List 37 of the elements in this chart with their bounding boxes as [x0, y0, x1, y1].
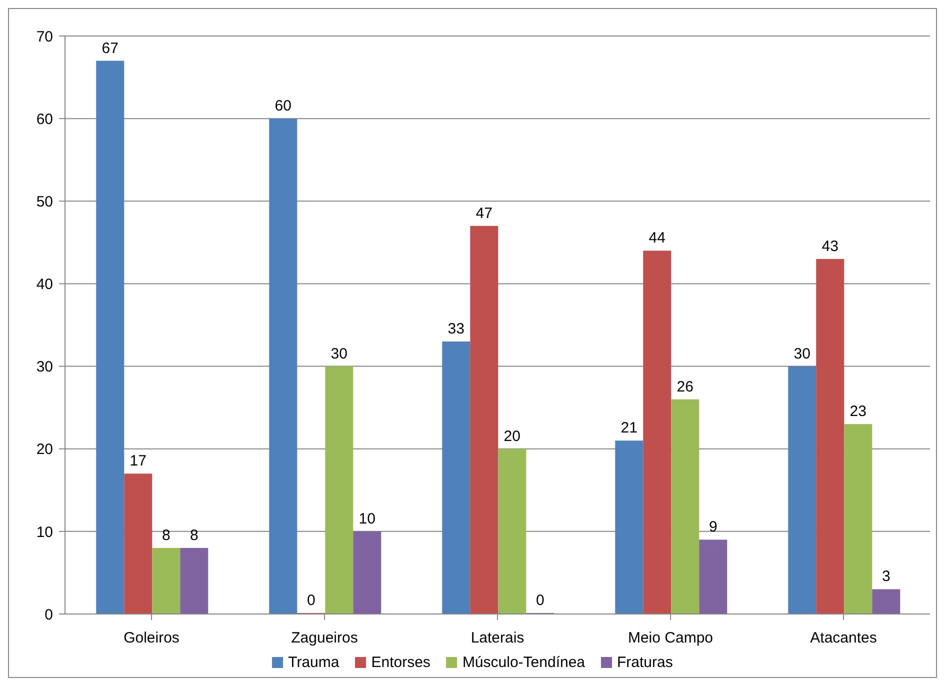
data-label: 30: [794, 345, 810, 362]
data-label: 9: [708, 518, 718, 536]
y-tick-label: 30: [36, 358, 53, 376]
data-label: 3: [882, 568, 890, 586]
data-label: 10: [358, 510, 376, 528]
legend-label: Fraturas: [617, 654, 673, 671]
data-label: 8: [190, 526, 198, 544]
data-label: 21: [620, 420, 638, 437]
data-label: 67: [102, 40, 118, 57]
data-label: 0: [306, 592, 316, 609]
data-label: 17: [130, 452, 146, 470]
data-label: 43: [822, 238, 838, 255]
data-label: 44: [648, 230, 666, 247]
data-label: 0: [536, 592, 544, 609]
y-tick-label: 10: [36, 524, 53, 541]
data-label: 33: [448, 320, 464, 338]
legend-label: Músculo-Tendínea: [462, 654, 586, 671]
data-label: 23: [850, 403, 866, 420]
data-label: 20: [504, 428, 520, 445]
x-tick-label: Goleiros: [124, 630, 180, 647]
y-tick-label: 20: [36, 441, 53, 458]
y-tick-label: 70: [36, 28, 53, 46]
x-tick-label: Laterais: [470, 630, 524, 647]
data-label: 60: [274, 98, 292, 115]
data-label: 30: [330, 345, 348, 362]
y-tick-label: 40: [36, 276, 53, 294]
data-label: 47: [476, 204, 492, 222]
y-tick-label: 50: [36, 193, 53, 210]
y-tick-label: 60: [36, 110, 53, 128]
y-tick-label: 0: [44, 606, 53, 624]
legend-label: Trauma: [288, 654, 340, 671]
x-tick-label: Atacantes: [810, 630, 877, 647]
data-label: 8: [162, 526, 170, 544]
legend-label: Entorses: [371, 654, 430, 671]
x-tick-label: Meio Campo: [628, 630, 714, 647]
x-tick-label: Zagueiros: [291, 630, 358, 647]
data-label: 26: [676, 378, 694, 396]
